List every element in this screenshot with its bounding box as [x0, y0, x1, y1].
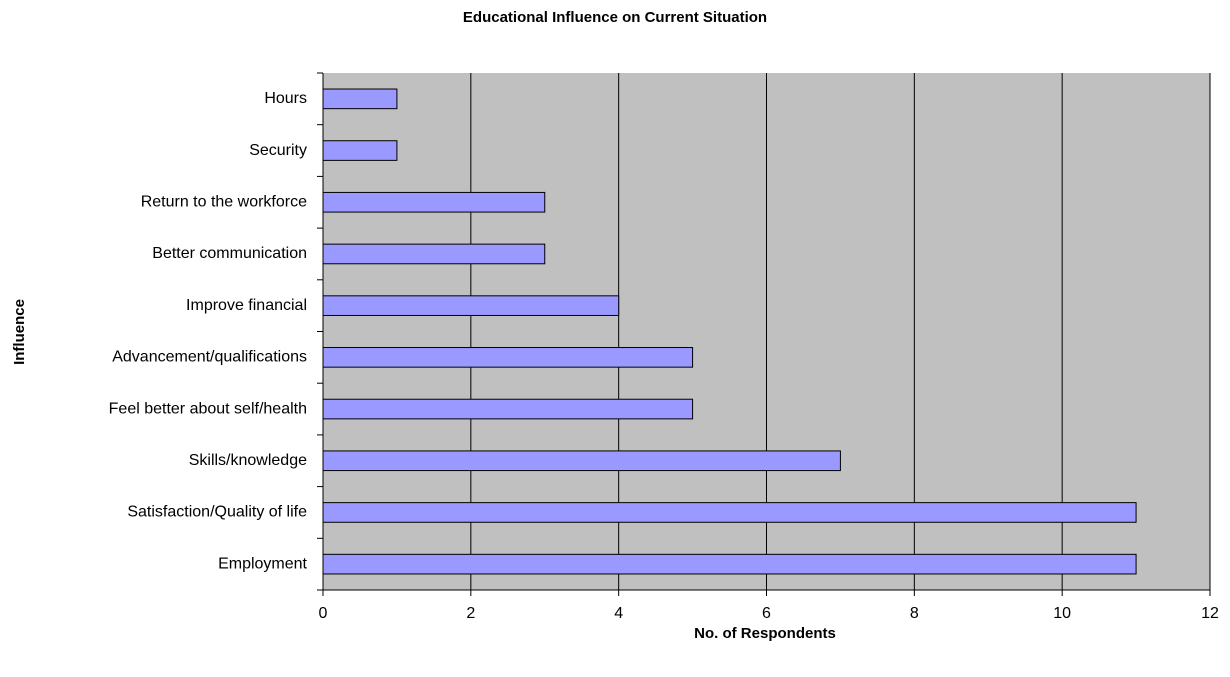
bar — [322, 502, 1137, 523]
y-tick-label: Better communication — [152, 245, 307, 262]
bar — [322, 450, 841, 472]
x-tick-label: 10 — [1053, 605, 1071, 622]
y-tick-label: Employment — [218, 555, 307, 572]
bar — [322, 243, 546, 265]
x-tick-label: 8 — [910, 605, 919, 622]
y-tick-label: Improve financial — [186, 297, 307, 314]
y-tick-label: Feel better about self/health — [109, 400, 307, 417]
x-tick-label: 2 — [466, 605, 475, 622]
bar — [322, 295, 620, 316]
x-axis-label: No. of Respondents — [694, 625, 836, 642]
x-tick-label: 12 — [1201, 605, 1219, 622]
chart-title: Educational Influence on Current Situati… — [463, 9, 767, 26]
bar — [322, 347, 694, 368]
y-tick-label: Hours — [264, 90, 307, 107]
bar — [322, 398, 694, 420]
y-axis-label: Influence — [11, 299, 28, 365]
y-tick-label: Return to the workforce — [141, 193, 307, 210]
y-tick-label: Advancement/qualifications — [112, 349, 307, 366]
bar — [322, 88, 398, 110]
bar — [322, 553, 1137, 575]
x-tick-label: 4 — [614, 605, 623, 622]
x-tick-label: 6 — [762, 605, 771, 622]
y-tick-label: Security — [249, 142, 307, 159]
x-tick-label: 0 — [319, 605, 328, 622]
y-tick-label: Satisfaction/Quality of life — [127, 504, 307, 521]
bar — [322, 191, 546, 213]
bar — [322, 140, 398, 161]
y-tick-label: Skills/knowledge — [189, 452, 307, 469]
